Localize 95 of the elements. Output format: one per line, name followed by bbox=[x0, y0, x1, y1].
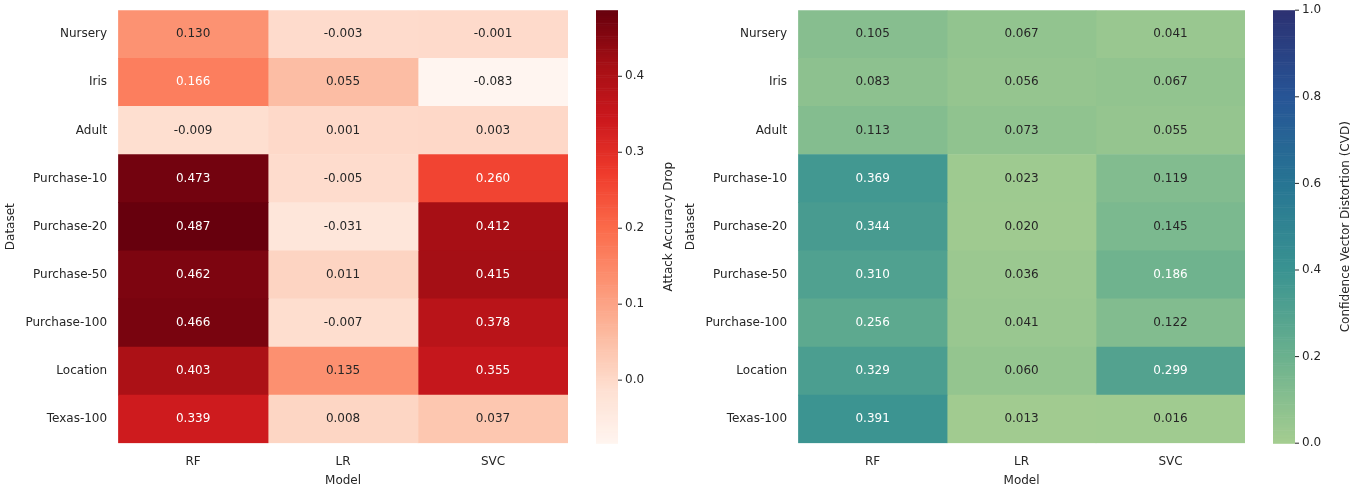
data-label: 0.105 bbox=[855, 26, 890, 41]
data-label: 0.055 bbox=[325, 74, 361, 89]
data-label: 0.344 bbox=[855, 218, 890, 233]
y-tick-label: Purchase-20 bbox=[33, 218, 108, 233]
y-tick-label: Purchase-10 bbox=[33, 170, 108, 185]
data-label: 0.037 bbox=[475, 411, 511, 426]
data-label: 0.369 bbox=[855, 170, 890, 185]
color-bar-label: 0.4 bbox=[625, 68, 645, 83]
data-label: 0.041 bbox=[1153, 26, 1188, 41]
data-label: 0.145 bbox=[1153, 218, 1188, 233]
color-bar-title: Confidence Vector Distortion (CVD) bbox=[1338, 121, 1353, 333]
data-label: 0.329 bbox=[855, 363, 890, 378]
color-bar-label: 0.4 bbox=[1302, 262, 1322, 277]
x-axis-title: Model bbox=[325, 472, 362, 487]
data-label: 0.011 bbox=[325, 266, 361, 281]
data-label: 0.166 bbox=[175, 74, 211, 89]
data-label: 0.260 bbox=[475, 170, 511, 185]
data-label: -0.003 bbox=[323, 26, 363, 41]
y-tick-label: Adult bbox=[755, 122, 788, 137]
data-label: 0.339 bbox=[175, 411, 211, 426]
data-label: 0.003 bbox=[475, 122, 511, 137]
y-tick-label: Location bbox=[736, 363, 788, 378]
color-bar-label: 0.6 bbox=[1302, 175, 1322, 190]
data-label: -0.009 bbox=[173, 122, 213, 137]
color-bar-title: Attack Accuracy Drop bbox=[661, 161, 676, 292]
data-label: 0.055 bbox=[1153, 122, 1188, 137]
data-label: 0.462 bbox=[175, 266, 211, 281]
color-bar-label: 0.8 bbox=[1302, 88, 1322, 103]
color-bar-label: 0.2 bbox=[625, 220, 645, 235]
data-label: 0.067 bbox=[1153, 74, 1188, 89]
data-label: 0.186 bbox=[1153, 266, 1188, 281]
color-bar-label: 0.0 bbox=[1302, 435, 1322, 450]
y-tick-label: Purchase-50 bbox=[33, 266, 108, 281]
data-label: 0.135 bbox=[325, 363, 361, 378]
y-tick-label: Purchase-50 bbox=[713, 266, 788, 281]
x-tick-label: RF bbox=[864, 453, 881, 468]
y-tick-label: Adult bbox=[75, 122, 108, 137]
y-axis-title: Dataset bbox=[3, 202, 18, 251]
data-label: 0.415 bbox=[475, 266, 511, 281]
data-label: 0.403 bbox=[175, 363, 211, 378]
data-label: 0.041 bbox=[1004, 315, 1039, 330]
x-tick-label: LR bbox=[1014, 453, 1030, 468]
data-label: 0.023 bbox=[1004, 170, 1039, 185]
data-label: 0.013 bbox=[1004, 411, 1039, 426]
color-bar-label: 1.0 bbox=[1302, 2, 1322, 17]
data-label: 0.060 bbox=[1004, 363, 1039, 378]
x-tick-label: SVC bbox=[480, 453, 506, 468]
color-bar-label: 0.1 bbox=[625, 296, 645, 311]
y-axis-title: Dataset bbox=[683, 202, 698, 251]
y-tick-label: Nursery bbox=[59, 26, 108, 41]
y-tick-label: Texas-100 bbox=[725, 411, 788, 426]
data-label: 0.001 bbox=[325, 122, 361, 137]
color-bar-label: 0.3 bbox=[625, 144, 645, 159]
data-label: 0.473 bbox=[175, 170, 211, 185]
data-label: 0.020 bbox=[1004, 218, 1039, 233]
data-label: 0.036 bbox=[1004, 266, 1039, 281]
data-label: -0.083 bbox=[473, 74, 513, 89]
data-label: 0.310 bbox=[855, 266, 890, 281]
y-tick-label: Iris bbox=[769, 74, 788, 89]
data-label: 0.008 bbox=[325, 411, 361, 426]
y-tick-label: Purchase-100 bbox=[705, 315, 788, 330]
x-tick-label: RF bbox=[185, 453, 201, 468]
data-label: 0.113 bbox=[855, 122, 890, 137]
color-bar-label: 0.0 bbox=[625, 372, 645, 387]
data-label: 0.119 bbox=[1153, 170, 1188, 185]
data-label: 0.016 bbox=[1153, 411, 1188, 426]
data-label: 0.391 bbox=[855, 411, 890, 426]
x-tick-label: LR bbox=[335, 453, 351, 468]
data-label: 0.378 bbox=[475, 315, 511, 330]
y-tick-label: Purchase-20 bbox=[713, 218, 788, 233]
data-label: -0.031 bbox=[323, 218, 363, 233]
x-tick-label: SVC bbox=[1158, 453, 1183, 468]
data-label: 0.256 bbox=[855, 315, 890, 330]
y-tick-label: Texas-100 bbox=[45, 411, 108, 426]
data-label: -0.001 bbox=[473, 26, 513, 41]
data-label: 0.466 bbox=[175, 315, 211, 330]
data-label: 0.355 bbox=[475, 363, 511, 378]
y-tick-label: Location bbox=[56, 363, 108, 378]
data-label: 0.067 bbox=[1004, 26, 1039, 41]
data-label: 0.130 bbox=[175, 26, 211, 41]
data-label: 0.083 bbox=[855, 74, 890, 89]
data-label: 0.056 bbox=[1004, 74, 1039, 89]
y-tick-label: Purchase-100 bbox=[25, 315, 108, 330]
x-axis-title: Model bbox=[1003, 472, 1040, 487]
data-label: 0.412 bbox=[475, 218, 511, 233]
data-label: 0.299 bbox=[1153, 363, 1188, 378]
data-label: 0.122 bbox=[1153, 315, 1188, 330]
color-bar-label: 0.2 bbox=[1302, 348, 1322, 363]
data-label: -0.007 bbox=[323, 315, 363, 330]
data-label: 0.487 bbox=[175, 218, 211, 233]
y-tick-label: Iris bbox=[89, 74, 108, 89]
y-tick-label: Nursery bbox=[739, 26, 788, 41]
y-tick-label: Purchase-10 bbox=[713, 170, 788, 185]
data-label: -0.005 bbox=[323, 170, 363, 185]
data-label: 0.073 bbox=[1004, 122, 1039, 137]
